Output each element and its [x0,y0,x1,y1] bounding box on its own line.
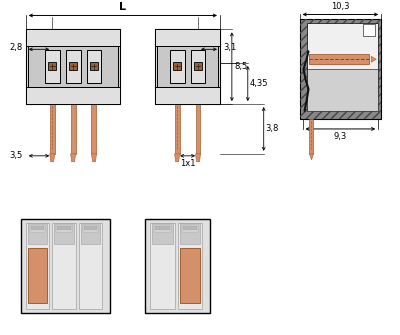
Polygon shape [371,56,376,62]
Bar [70,104,76,154]
Bar [310,119,314,154]
Text: 3,8: 3,8 [266,124,279,133]
Bar [308,54,369,64]
Bar [56,224,72,232]
Bar [26,29,120,104]
Text: 3,1: 3,1 [223,43,236,52]
Bar [86,50,102,83]
Bar [155,226,170,230]
Bar [300,19,381,119]
Bar [30,224,45,232]
Bar [173,62,181,70]
Bar [300,19,381,119]
Text: 9,3: 9,3 [334,132,347,141]
Bar [45,50,60,83]
Bar [155,87,220,104]
Bar [26,222,49,309]
Polygon shape [310,154,314,160]
Bar [180,248,200,303]
Bar [69,62,77,70]
Bar [182,224,198,232]
Polygon shape [196,154,200,162]
Text: L: L [119,2,126,12]
Bar [190,50,206,83]
Text: 2,8: 2,8 [10,43,23,52]
Bar [57,226,71,230]
Bar [155,29,220,46]
Bar [154,224,171,232]
Bar [21,218,110,313]
Bar [83,224,98,232]
Bar [66,50,80,83]
Bar [155,29,220,104]
Text: 8,5: 8,5 [235,62,248,71]
Text: 3,5: 3,5 [10,151,23,160]
Bar [145,218,210,313]
Polygon shape [92,154,96,162]
Polygon shape [175,154,180,162]
Polygon shape [50,154,55,162]
Bar [306,23,378,93]
Polygon shape [70,154,76,162]
Bar [26,29,120,46]
Bar [92,104,96,154]
Bar [180,222,200,245]
Text: 4,35: 4,35 [250,79,268,88]
Bar [48,62,56,70]
Bar [50,104,55,154]
Bar [31,226,44,230]
Bar [54,222,74,245]
Bar [81,222,100,245]
Bar [182,226,197,230]
Bar [90,62,98,70]
Bar [306,69,378,111]
Bar [79,222,102,309]
Text: 10,3: 10,3 [331,2,350,11]
Text: 1x1: 1x1 [180,159,195,168]
Bar [28,222,47,245]
Bar [26,87,120,104]
Bar [170,50,184,83]
Bar [157,46,218,87]
Bar [196,104,200,154]
Bar [52,222,76,309]
Bar [175,104,180,154]
Bar [150,222,175,309]
Bar [152,222,173,245]
Bar [363,24,375,37]
Bar [84,226,98,230]
Bar [178,222,202,309]
Bar [28,46,118,87]
Bar [28,248,47,303]
Bar [194,62,202,70]
